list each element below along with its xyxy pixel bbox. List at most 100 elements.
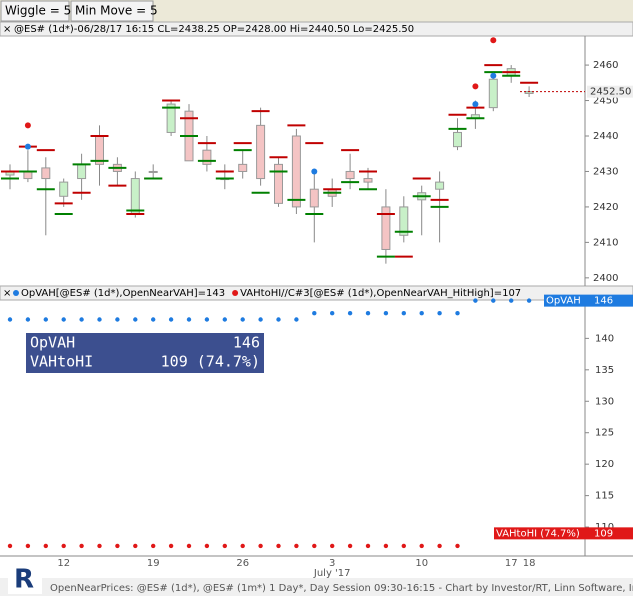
dot [79,317,84,322]
logo [8,560,42,594]
candle-body [23,170,33,180]
candle-body [399,206,409,236]
dot [419,311,424,316]
dot [401,311,406,316]
candle-body [238,163,248,172]
dot [43,543,48,549]
dot [240,543,245,549]
minmove-button[interactable] [70,0,154,22]
y-tick-label: 135 [595,365,614,376]
dot [133,317,138,322]
marker [24,122,31,129]
x-tick-label: 26 [236,558,249,569]
x-tick-label: 3 [329,558,335,569]
candle-body [363,178,373,183]
close-icon[interactable]: × [3,24,11,35]
legend-entry: VAHtoHI//C#3[@ES# (1d*),OpenNearVAH_HitH… [240,288,521,299]
y-tick-label: 2430 [593,166,618,177]
lower-header [0,285,633,301]
dot [133,543,138,549]
x-axis-month: July '17 [313,568,351,579]
axis-tag-name: VAHtoHI (74.7%) [496,528,580,539]
marker [490,72,497,79]
y-tick-label: 2410 [593,237,618,248]
summary-value: 109 (74.7%) [161,353,260,371]
dot [25,543,31,549]
marker [472,101,479,108]
candle-body [148,170,158,173]
legend-dot [232,290,239,296]
dot [312,543,317,549]
x-tick-label: 18 [523,558,536,569]
dot [168,543,174,549]
y-tick-label: 115 [595,491,614,502]
dot [365,311,371,316]
candle-body [77,163,87,180]
last-price-label: 2452.50 [590,87,631,98]
y-tick-label: 2400 [593,273,618,284]
dot [347,311,353,316]
footer-bar [0,578,633,596]
candle-body [381,206,391,250]
axis-tag-value: 109 [594,528,613,539]
dot [186,317,192,322]
x-tick-label: 19 [147,558,160,569]
dot [455,311,460,316]
x-tick-label: 12 [57,558,70,569]
dot [383,311,389,316]
dot [330,543,335,549]
dot [294,543,299,549]
wiggle-button[interactable] [0,0,70,22]
y-tick-label: 140 [595,333,614,344]
candle-body [202,149,212,165]
marker [24,143,31,150]
candle-body [453,131,462,148]
dot [61,543,66,549]
dot [43,317,48,322]
dot [294,317,299,322]
close-icon[interactable]: × [3,288,11,299]
dot [455,543,460,549]
footer: OpenNearPrices: @ES# (1d*), @ES# (1m*) 1… [50,583,633,594]
dot [115,317,120,322]
candle-body [59,181,69,197]
y-tick-label: 130 [595,396,614,407]
y-tick-label: 120 [595,459,614,470]
dot [258,317,263,322]
dot [97,543,102,549]
dot [7,317,13,322]
dot [240,317,245,322]
dot [97,317,102,322]
candle-body [256,124,266,180]
candle-body [345,170,355,180]
y-tick-label: 2450 [593,96,618,107]
wiggle-label[interactable]: Wiggle = 5 [5,4,71,18]
legend-entry: OpVAH[@ES# (1d*),OpenNearVAH]=143 [21,288,225,299]
legend-dot [13,290,19,296]
minmove-label[interactable]: Min Move = 5 [75,4,158,18]
dot [437,543,442,549]
candle-body [309,188,319,208]
dot [222,317,227,322]
candle-body [274,163,283,204]
dot [276,543,281,549]
summary-name: OpVAH [30,334,75,352]
dot [401,543,406,549]
marker [490,37,497,44]
y-tick-label: 125 [595,428,614,439]
y-tick-label: 2460 [593,60,618,71]
y-tick-label: 2440 [593,131,618,142]
candle-body [435,181,445,190]
dot [7,543,13,549]
candle-body [130,178,140,215]
candle-body [488,78,498,109]
dot [509,298,514,303]
dot [115,543,120,549]
marker [472,83,479,90]
dot [383,543,389,549]
dot [473,298,478,303]
summary-box [26,333,264,373]
dot [491,298,496,303]
y-tick-label: 2420 [593,202,618,213]
